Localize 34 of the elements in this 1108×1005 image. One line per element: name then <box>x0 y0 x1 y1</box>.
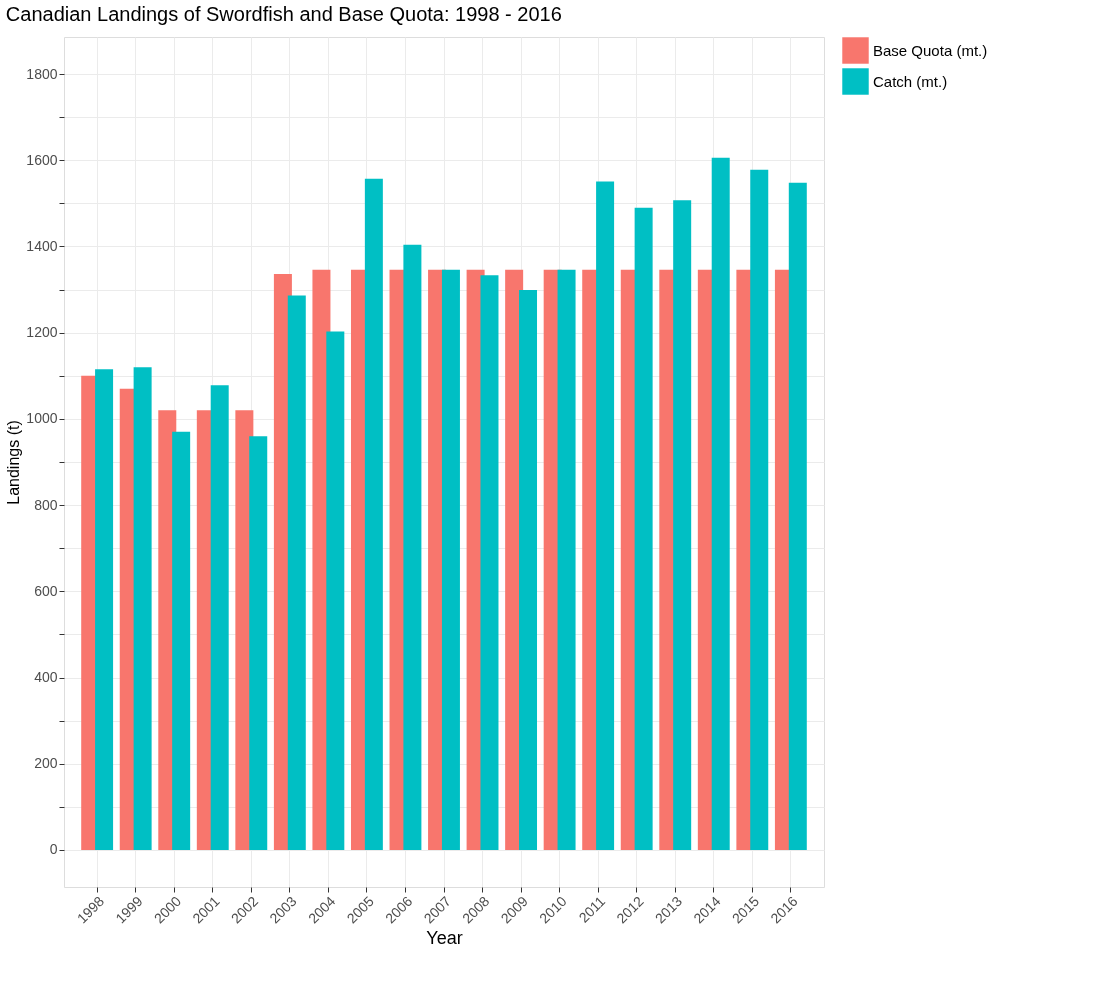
bar <box>403 244 422 850</box>
legend-label: Catch (mt.) <box>873 72 948 90</box>
y-tick-label: 1600 <box>26 151 58 168</box>
bar <box>596 181 615 850</box>
y-axis-title: Landings (t) <box>5 420 23 505</box>
bar <box>711 157 730 850</box>
bar <box>287 295 306 850</box>
y-tick-label: 1400 <box>26 237 58 254</box>
bar <box>364 178 383 850</box>
bar <box>634 207 653 850</box>
y-tick-label: 1800 <box>26 65 58 82</box>
legend-label: Base Quota (mt.) <box>873 41 988 59</box>
bar <box>750 169 769 850</box>
bar <box>133 367 152 850</box>
bar <box>557 269 576 850</box>
bar <box>673 200 692 850</box>
bar <box>519 290 538 850</box>
bar <box>480 275 499 850</box>
y-tick-label: 200 <box>34 755 58 772</box>
x-axis-title: Year <box>426 928 463 949</box>
bar <box>249 436 268 850</box>
bar <box>441 269 460 850</box>
bar <box>172 431 191 850</box>
y-tick-label: 600 <box>34 582 58 599</box>
y-tick-label: 1200 <box>26 324 58 341</box>
chart-title: Canadian Landings of Swordfish and Base Quota: 1998 - 2016 <box>5 3 562 25</box>
y-tick-label: 800 <box>34 496 58 513</box>
y-tick-label: 0 <box>49 841 58 858</box>
bar <box>326 331 345 850</box>
bar <box>210 385 229 850</box>
bar <box>788 182 807 850</box>
y-tick-label: 400 <box>34 669 58 686</box>
y-tick-label: 1000 <box>26 410 58 427</box>
bar <box>95 369 114 850</box>
